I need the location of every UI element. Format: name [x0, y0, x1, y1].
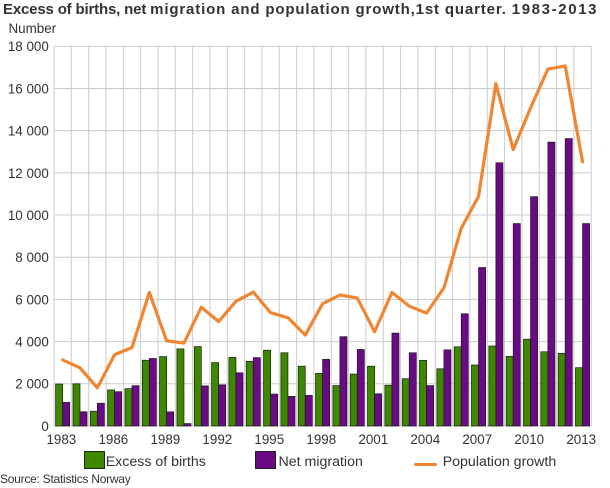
svg-text:1986: 1986 [98, 432, 128, 447]
svg-text:2004: 2004 [410, 432, 440, 447]
svg-text:2 000: 2 000 [15, 377, 49, 392]
svg-text:2010: 2010 [514, 432, 544, 447]
svg-text:1998: 1998 [306, 432, 336, 447]
svg-text:8 000: 8 000 [15, 250, 49, 265]
svg-text:12 000: 12 000 [8, 166, 49, 181]
svg-text:14 000: 14 000 [8, 124, 49, 139]
svg-text:18 000: 18 000 [8, 39, 49, 54]
svg-text:1989: 1989 [150, 432, 180, 447]
svg-text:6 000: 6 000 [15, 292, 49, 307]
svg-text:2007: 2007 [462, 432, 492, 447]
svg-text:10 000: 10 000 [8, 208, 49, 223]
svg-text:2001: 2001 [358, 432, 388, 447]
svg-text:16 000: 16 000 [8, 81, 49, 96]
svg-text:1992: 1992 [202, 432, 232, 447]
svg-text:1995: 1995 [254, 432, 284, 447]
svg-text:0: 0 [41, 419, 48, 434]
svg-text:1983: 1983 [46, 432, 76, 447]
svg-text:4 000: 4 000 [15, 335, 49, 350]
svg-text:2013: 2013 [566, 432, 596, 447]
